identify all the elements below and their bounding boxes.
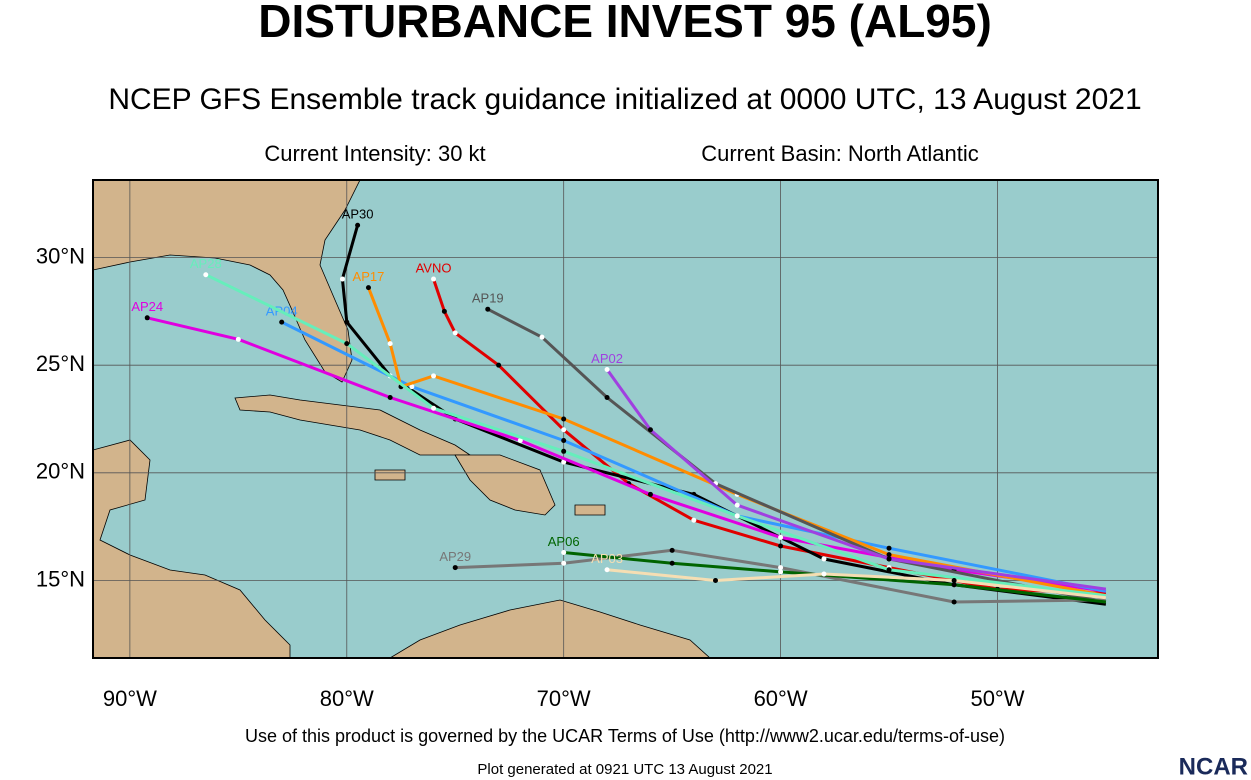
track-point — [344, 341, 350, 347]
track-point — [431, 276, 437, 282]
track-point — [485, 306, 491, 312]
track-point — [951, 577, 957, 583]
x-tick-label: 70°W — [537, 686, 591, 711]
x-tick-label: 80°W — [320, 686, 374, 711]
track-point — [778, 565, 784, 571]
track-label: AP06 — [548, 534, 580, 549]
track-point — [778, 534, 784, 540]
logo: NCAR — [1179, 753, 1248, 780]
track-label: AVNO — [416, 260, 452, 275]
basin: Current Basin: North Atlantic — [701, 141, 979, 166]
track-point — [669, 560, 675, 566]
y-tick-label: 30°N — [36, 243, 85, 268]
x-tick-label: 60°W — [754, 686, 808, 711]
track-point — [441, 308, 447, 314]
track-point — [279, 319, 285, 325]
track-point — [691, 517, 697, 523]
y-tick-label: 25°N — [36, 351, 85, 376]
track-point — [235, 336, 241, 342]
track-point — [561, 459, 567, 465]
intensity: Current Intensity: 30 kt — [264, 141, 485, 166]
y-tick-label: 20°N — [36, 459, 85, 484]
track-label: AP24 — [131, 299, 163, 314]
track-point — [431, 405, 437, 411]
track-point — [778, 569, 784, 575]
track-point — [886, 545, 892, 551]
track-point — [669, 547, 675, 553]
track-label: AP02 — [591, 351, 623, 366]
track-point — [561, 427, 567, 433]
track-point — [387, 341, 393, 347]
track-label: AP19 — [472, 291, 504, 306]
track-label: AP30 — [342, 207, 374, 222]
chart-subtitle: NCEP GFS Ensemble track guidance initial… — [108, 83, 1141, 116]
track-line — [455, 548, 1106, 604]
track-point — [886, 556, 892, 562]
track-point — [452, 330, 458, 336]
track-point — [387, 394, 393, 400]
track-point — [365, 285, 371, 291]
track-label: AP17 — [353, 269, 385, 284]
footer: Use of this product is governed by the U… — [245, 726, 1005, 746]
y-tick-label: 15°N — [36, 566, 85, 591]
track-point — [561, 549, 567, 555]
track-point — [561, 448, 567, 454]
track-label: AP28 — [190, 256, 222, 271]
track-point — [886, 552, 892, 558]
track-point — [734, 502, 740, 508]
track-point — [144, 315, 150, 321]
track-point — [431, 373, 437, 379]
track-point — [539, 334, 545, 340]
track-point — [821, 556, 827, 562]
track-point — [561, 438, 567, 444]
track-line — [367, 287, 1107, 598]
track-point — [452, 565, 458, 571]
track-point — [203, 272, 209, 278]
track-point — [561, 416, 567, 422]
map-frame — [92, 179, 1159, 659]
track-point — [951, 599, 957, 605]
track-point — [604, 567, 610, 573]
track-point — [344, 319, 350, 325]
track-point — [355, 222, 361, 228]
track-point — [778, 543, 784, 549]
track-point — [647, 491, 653, 497]
track-point — [409, 384, 415, 390]
track-point — [821, 571, 827, 577]
x-tick-label: 90°W — [103, 686, 157, 711]
track-point — [713, 577, 719, 583]
track-label: AP03 — [591, 551, 623, 566]
track-point — [604, 394, 610, 400]
track-point — [886, 567, 892, 573]
track-point — [339, 276, 345, 282]
track-point — [517, 438, 523, 444]
track-point — [561, 560, 567, 566]
chart-title: DISTURBANCE INVEST 95 (AL95) — [258, 0, 992, 47]
generated: Plot generated at 0921 UTC 13 August 202… — [477, 761, 772, 778]
track-point — [604, 366, 610, 372]
track-label: AP29 — [439, 549, 471, 564]
track-point — [496, 362, 502, 368]
track-point — [647, 427, 653, 433]
x-tick-label: 50°W — [970, 686, 1024, 711]
track-point — [734, 513, 740, 519]
track-point — [951, 582, 957, 588]
